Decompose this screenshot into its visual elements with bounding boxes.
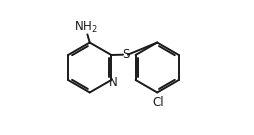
Text: NH$_2$: NH$_2$ bbox=[74, 19, 98, 35]
Text: Cl: Cl bbox=[151, 96, 163, 109]
Text: N: N bbox=[108, 76, 117, 89]
Text: S: S bbox=[121, 48, 129, 61]
